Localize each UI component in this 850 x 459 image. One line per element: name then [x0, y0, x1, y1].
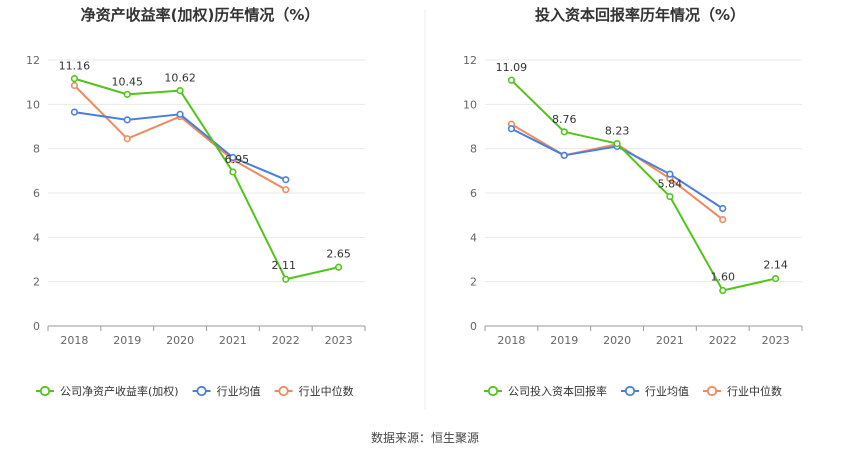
legend-swatch-marker: [624, 385, 636, 397]
data-point: [334, 263, 343, 271]
chart-roe: 净资产收益率(加权)历年情况（%） 0 2 4 6 8 10 12 2018 2019 2020 20…: [26, 6, 366, 398]
data-point: [70, 108, 79, 116]
data-point: [176, 110, 184, 118]
legend-swatch-marker: [39, 385, 51, 397]
data-point: [507, 125, 516, 133]
legend-swatch-marker: [706, 385, 718, 397]
data-point: [123, 116, 131, 124]
data-point: [70, 75, 79, 83]
series-line: [74, 111, 287, 181]
y-tick-label: 10: [463, 98, 477, 111]
legend-label: 行业中位数: [727, 384, 782, 398]
y-tick-label: 2: [470, 276, 477, 289]
legend-swatch-marker: [487, 385, 499, 397]
y-tick-label: 4: [33, 231, 40, 244]
data-point: [560, 128, 568, 136]
data-point: [719, 204, 727, 213]
chart-title: 净资产收益率(加权)历年情况（%）: [81, 6, 320, 24]
x-tick-label: 2019: [113, 334, 141, 347]
data-point: [282, 275, 290, 283]
y-tick-label: 8: [470, 143, 477, 156]
data-point: [719, 216, 727, 224]
data-label: 10.62: [164, 72, 196, 85]
y-tick-label: 12: [463, 54, 477, 67]
y-tick-label: 8: [33, 143, 40, 156]
x-tick-label: 2021: [219, 334, 247, 347]
data-point: [666, 170, 674, 178]
x-tick-label: 2020: [166, 334, 194, 347]
x-tick-label: 2023: [325, 334, 353, 347]
data-label: 2.65: [326, 247, 351, 260]
legend-swatch-marker: [278, 385, 289, 397]
y-tick-label: 4: [470, 231, 477, 244]
chart-roic: 投入资本回报率历年情况（%） 0 2 4 6 8 10 12 2018 2019 2020 2021 2…: [463, 6, 803, 398]
data-label: 2.11: [272, 259, 297, 272]
data-point: [229, 153, 237, 162]
data-point: [229, 168, 237, 176]
y-tick-label: 6: [470, 187, 477, 200]
x-tick-label: 2022: [272, 334, 300, 347]
data-point: [70, 81, 79, 90]
data-point: [560, 151, 568, 159]
data-label: 8.23: [605, 125, 630, 138]
x-tick-label: 2022: [709, 334, 737, 347]
legend-label: 行业中位数: [299, 384, 354, 398]
data-label: 1.60: [711, 271, 736, 284]
data-point: [282, 186, 290, 194]
data-label: 8.76: [552, 113, 577, 126]
chart-title: 投入资本回报率历年情况（%）: [535, 6, 745, 24]
data-point: [176, 86, 184, 95]
x-tick-label: 2018: [497, 334, 525, 347]
y-tick-label: 6: [33, 187, 40, 200]
data-label: 10.45: [112, 75, 144, 88]
x-tick-label: 2021: [656, 334, 684, 347]
legend-item[interactable]: 行业中位数: [703, 384, 782, 398]
data-label: 2.14: [763, 259, 788, 272]
data-point: [123, 90, 131, 98]
legend-item[interactable]: 行业均值: [192, 385, 261, 398]
data-point: [613, 139, 621, 148]
legend-swatch-marker: [196, 385, 207, 397]
data-label: 11.16: [59, 60, 91, 73]
x-tick-label: 2018: [60, 334, 88, 347]
data-point: [123, 135, 131, 143]
legend-item[interactable]: 行业中位数: [274, 384, 354, 398]
legend-item[interactable]: 行业均值: [621, 385, 689, 398]
y-tick-label: 2: [33, 276, 40, 289]
x-tick-label: 2023: [762, 334, 790, 347]
y-tick-label: 0: [33, 320, 40, 333]
data-label: 11.09: [496, 61, 528, 74]
data-source-note: 数据来源：恒生聚源: [371, 430, 479, 445]
data-point: [771, 274, 780, 283]
legend-item[interactable]: 公司投入资本回报率: [484, 384, 607, 398]
legend-label: 公司投入资本回报率: [508, 384, 607, 398]
legend-label: 公司净资产收益率(加权): [60, 384, 179, 398]
series-line: [74, 77, 339, 281]
data-point: [666, 192, 674, 201]
series-line: [73, 84, 287, 191]
data-label: 6.95: [225, 153, 250, 166]
y-tick-label: 0: [470, 320, 477, 333]
series-line: [510, 79, 776, 292]
data-point: [507, 76, 516, 84]
y-tick-label: 12: [26, 54, 40, 67]
data-point: [282, 176, 290, 184]
data-label: 5.84: [658, 178, 683, 191]
legend-label: 行业均值: [217, 385, 261, 398]
legend-label: 行业均值: [645, 385, 689, 398]
legend-item[interactable]: 公司净资产收益率(加权): [36, 384, 179, 398]
y-tick-label: 10: [26, 98, 40, 111]
x-tick-label: 2020: [603, 334, 631, 347]
x-tick-label: 2019: [550, 334, 578, 347]
data-point: [719, 286, 727, 295]
series-line: [510, 123, 724, 221]
